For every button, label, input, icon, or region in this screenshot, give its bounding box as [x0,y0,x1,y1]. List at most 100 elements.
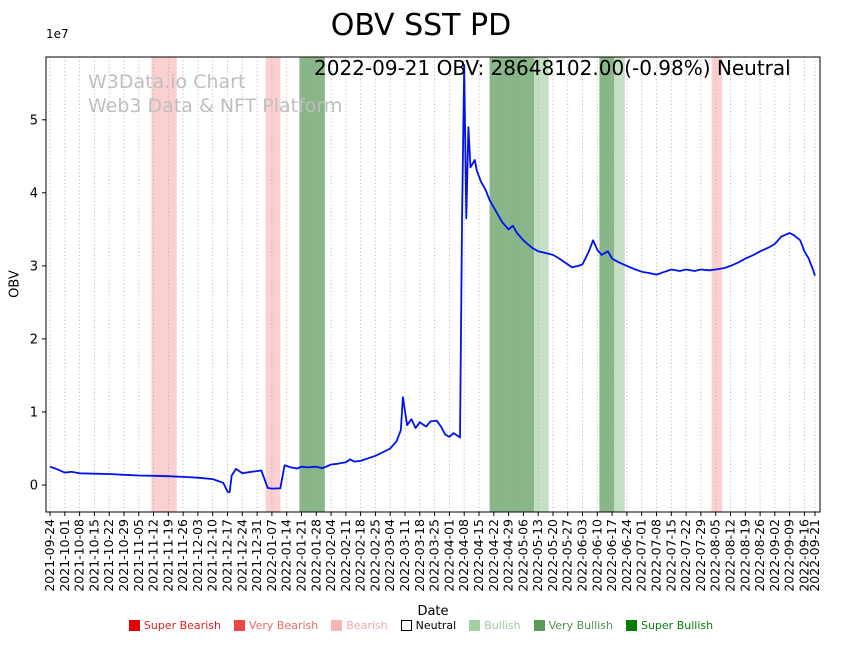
y-tick-label: 2 [30,332,38,347]
x-tick-label: 2022-06-24 [619,519,634,592]
x-tick-label: 2022-08-26 [752,519,767,592]
x-tick-label: 2022-05-20 [545,519,560,592]
x-tick-label: 2022-06-17 [604,519,619,592]
x-tick-label: 2022-02-04 [323,519,338,592]
x-tick-label: 2022-08-12 [723,519,738,592]
x-tick-label: 2022-03-25 [427,519,442,592]
x-tick-label: 2022-07-29 [693,519,708,592]
legend-item-bullish: Bullish [469,619,521,632]
chart-title: OBV SST PD [330,8,512,43]
x-tick-label: 2022-02-18 [353,519,368,592]
x-tick-label: 2022-07-22 [678,519,693,592]
x-tick-label: 2022-05-13 [530,519,545,592]
legend-swatch-icon [533,620,545,631]
legend-label: Bearish [346,619,388,632]
x-tick-label: 2022-04-29 [501,519,516,592]
watermark: W3Data.io Chart Web3 Data & NFT Platform [88,70,342,118]
x-tick-label: 2022-09-21 [807,519,822,592]
y-tick-label: 5 [30,113,38,128]
x-tick-label: 2021-12-03 [190,519,205,592]
signal-band-very-bullish [299,57,325,512]
plot-frame [45,56,821,513]
legend-label: Bullish [484,619,521,632]
signal-legend: Super Bearish Very Bearish Bearish Neutral B… [0,619,842,632]
x-tick-label: 2022-08-05 [708,519,723,592]
legend-swatch-icon [128,620,140,631]
signal-band-bearish [151,57,177,512]
x-tick-label: 2022-07-01 [634,519,649,592]
legend-item-neutral: Neutral [400,619,457,632]
latest-value-annotation: 2022-09-21 OBV: 28648102.00(-0.98%) Neut… [314,56,791,80]
legend-swatch-icon [233,620,245,631]
legend-label: Neutral [415,619,457,632]
x-tick-label: 2021-12-24 [234,519,249,592]
x-tick-label: 2021-09-24 [42,519,57,592]
legend-swatch-icon [469,620,481,631]
legend-label: Very Bullish [548,619,613,632]
x-tick-label: 2022-04-22 [486,519,501,592]
legend-swatch-icon [331,620,343,631]
legend-item-super-bullish: Super Bullish [625,619,714,632]
legend-item-super-bearish: Super Bearish [128,619,221,632]
x-tick-label: 2021-11-19 [160,519,175,592]
x-tick-label: 2022-03-11 [397,519,412,592]
x-tick-label: 2021-10-08 [72,519,87,592]
signal-band-very-bullish [599,57,615,512]
y-tick-label: 0 [30,479,38,494]
x-tick-label: 2021-12-17 [220,519,235,592]
x-tick-label: 2022-03-04 [382,519,397,592]
x-tick-label: 2022-04-01 [441,519,456,592]
x-tick-label: 2022-01-21 [294,519,309,592]
x-tick-label: 2022-06-03 [575,519,590,592]
y-tick-label: 4 [30,186,38,201]
x-tick-label: 2022-01-28 [308,519,323,592]
x-tick-label: 2022-07-15 [663,519,678,592]
x-tick-label: 2021-10-15 [86,519,101,592]
x-tick-label: 2021-11-12 [146,519,161,592]
watermark-line-2: Web3 Data & NFT Platform [88,95,343,117]
x-tick-label: 2022-01-07 [264,519,279,592]
x-tick-label: 2022-01-14 [279,519,294,592]
x-tick-label: 2021-10-01 [57,519,72,592]
x-tick-label: 2022-02-25 [367,519,382,592]
x-tick-label: 2022-04-08 [456,519,471,592]
x-tick-label: 2022-09-02 [767,519,782,592]
signal-band-bearish [711,57,723,512]
x-tick-label: 2021-11-05 [131,519,146,592]
x-tick-label: 2021-10-29 [116,519,131,592]
signal-band-very-bullish [489,57,534,512]
x-axis-label: Date [417,604,449,619]
y-axis-offset-label: 1e7 [46,27,69,41]
x-tick-label: 2022-03-18 [412,519,427,592]
x-tick-label: 2021-10-22 [101,519,116,592]
legend-label: Super Bearish [143,619,221,632]
legend-item-very-bearish: Very Bearish [233,619,319,632]
x-tick-label: 2022-02-11 [338,519,353,592]
x-tick-label: 2022-05-27 [560,519,575,592]
x-tick-label: 2021-12-31 [249,519,264,592]
y-axis-label: OBV [7,270,23,298]
x-tick-label: 2022-04-15 [471,519,486,592]
legend-swatch-icon [625,620,637,631]
signal-band-bullish [614,57,625,512]
x-tick-label: 2021-11-26 [175,519,190,592]
x-tick-label: 2021-12-10 [205,519,220,592]
x-tick-label: 2022-07-08 [649,519,664,592]
legend-item-bearish: Bearish [331,619,388,632]
x-tick-label: 2022-08-19 [737,519,752,592]
y-tick-label: 1 [30,405,38,420]
x-tick-label: 2022-06-10 [589,519,604,592]
legend-item-very-bullish: Very Bullish [533,619,613,632]
x-tick-label: 2022-05-06 [515,519,530,592]
y-tick-label: 3 [30,259,38,274]
x-tick-label: 2022-09-16 [796,519,811,592]
legend-label: Super Bullish [640,619,714,632]
obv-line [49,64,816,494]
legend-swatch-icon [400,620,412,631]
legend-label: Very Bearish [248,619,319,632]
x-tick-label: 2022-09-09 [782,519,797,592]
watermark-line-1: W3Data.io Chart [88,71,246,93]
signal-band-bearish [265,57,281,512]
